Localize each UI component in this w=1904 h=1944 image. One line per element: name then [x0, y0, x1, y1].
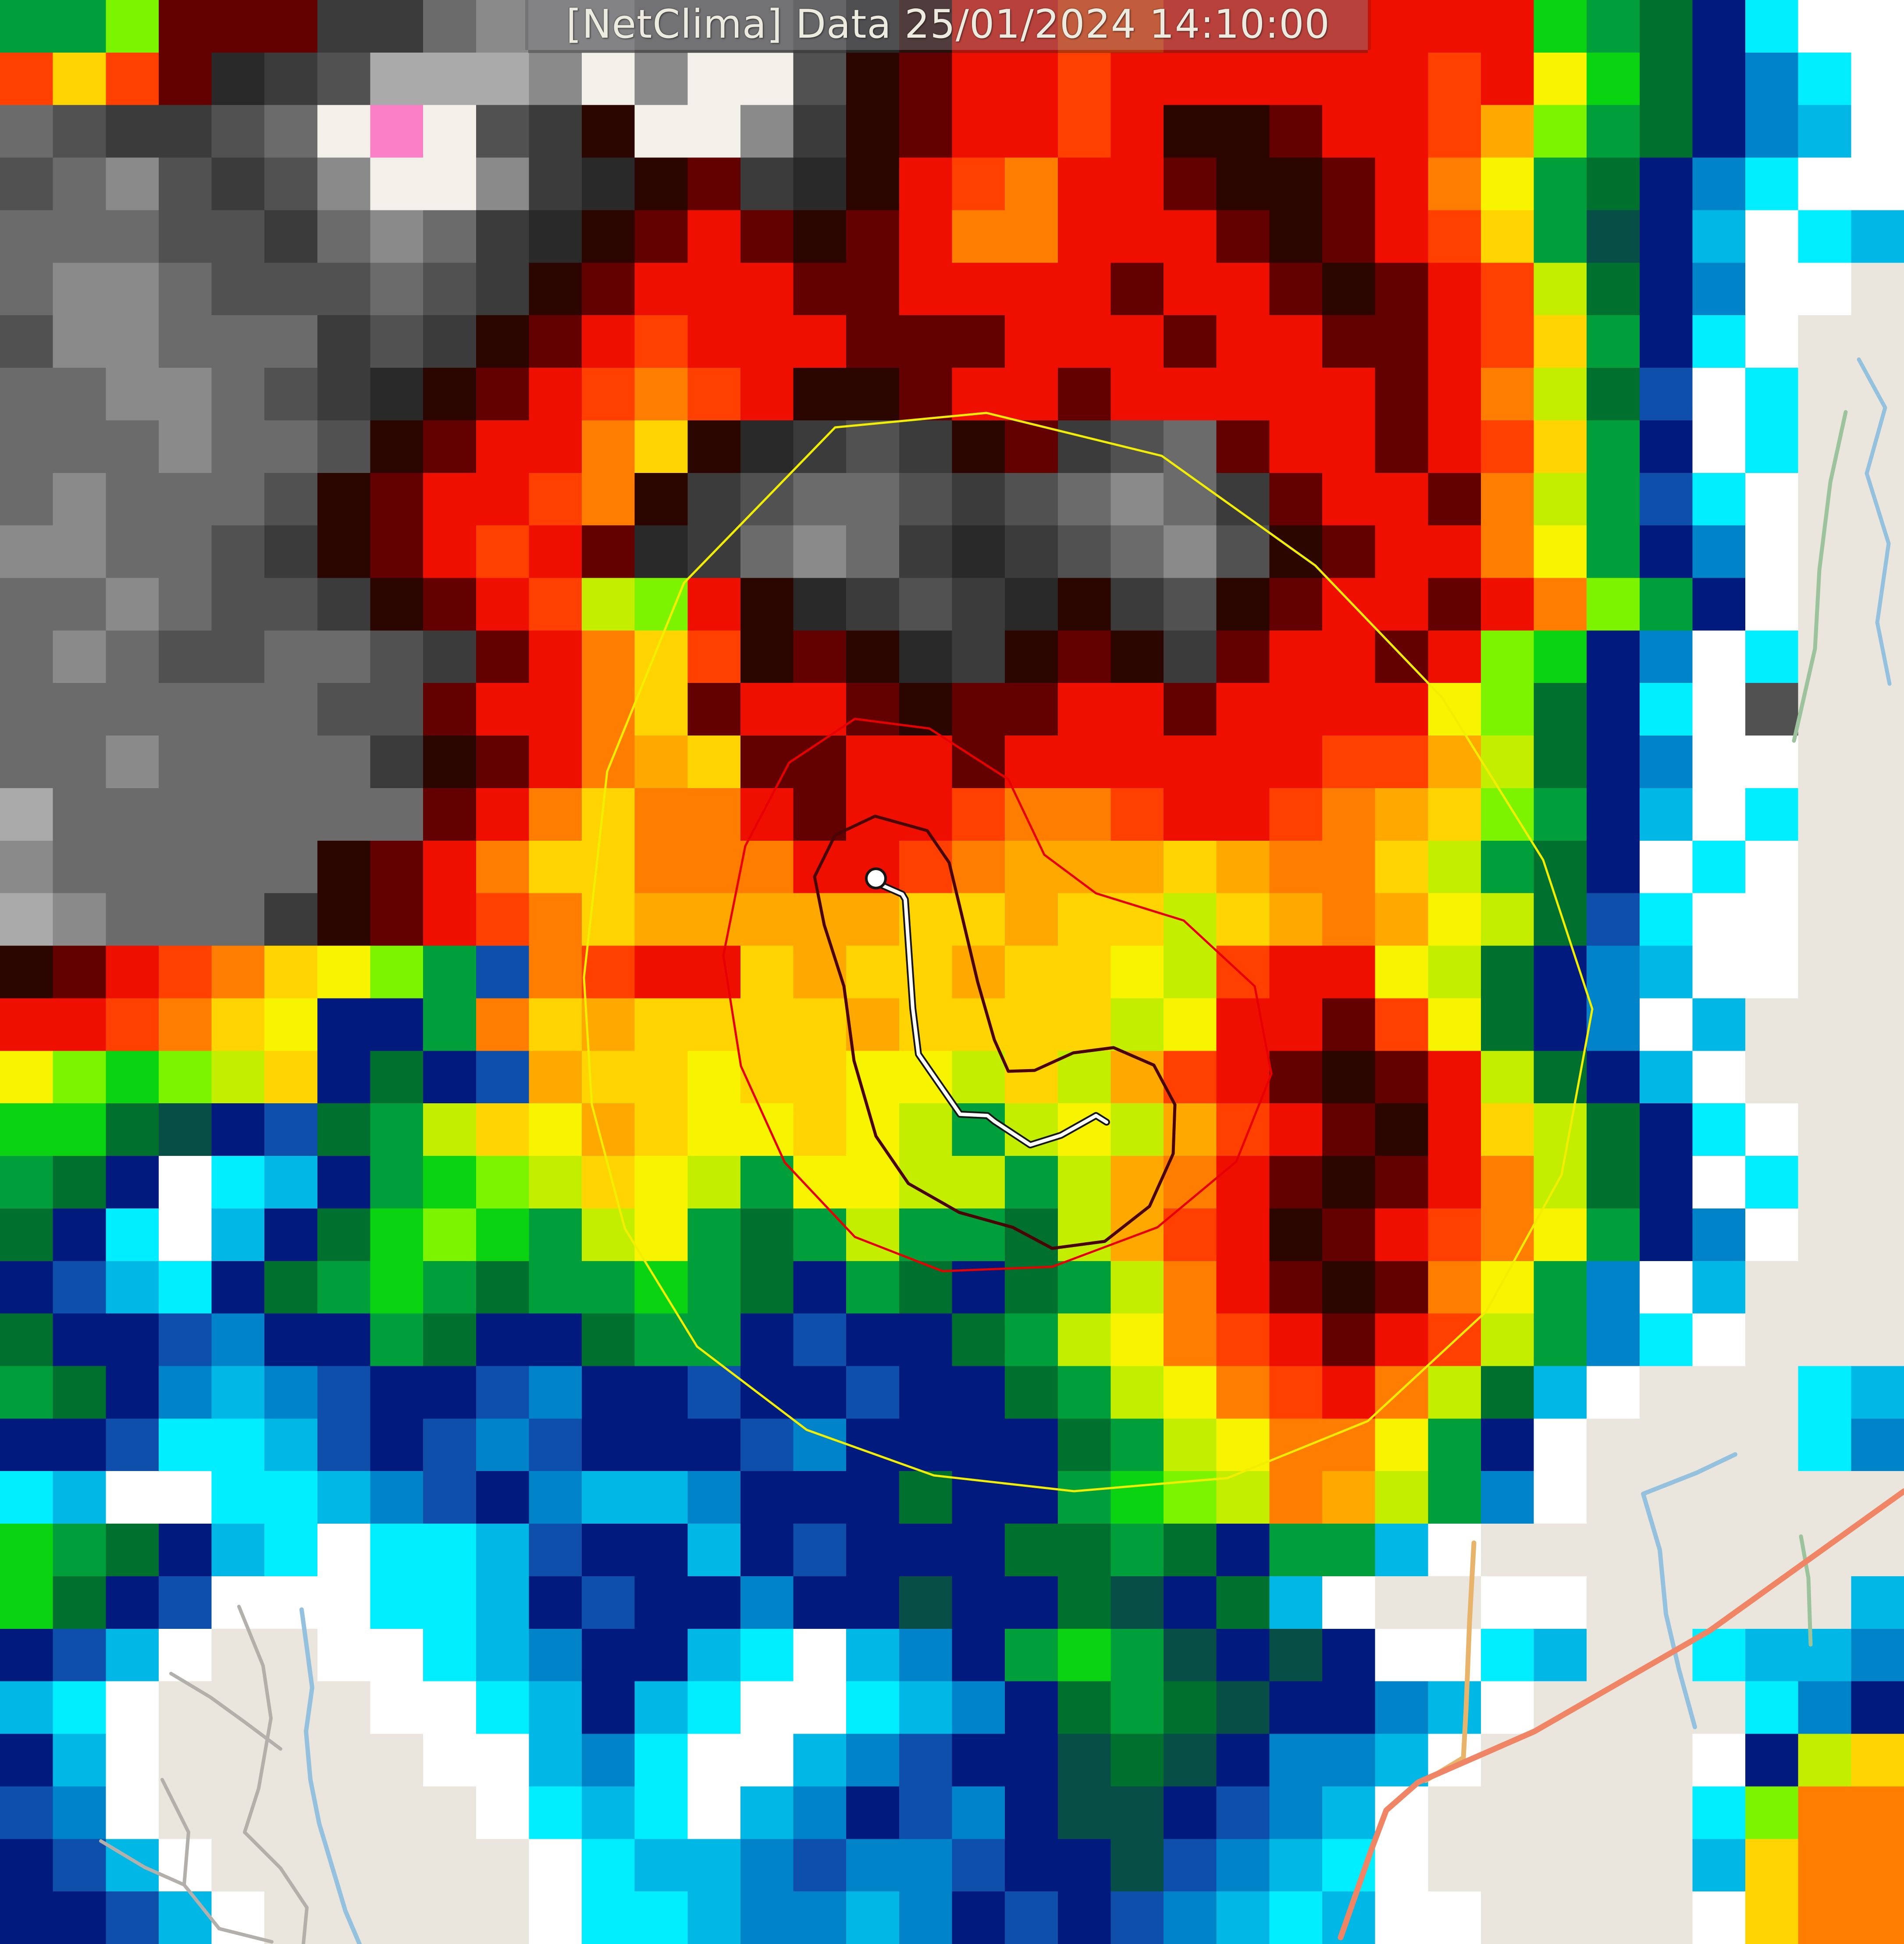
timestamp-overlay: [NetClima] Data 25/01/2024 14:10:00 — [528, 0, 1368, 50]
timestamp-text: [NetClima] Data 25/01/2024 14:10:00 — [566, 1, 1330, 47]
